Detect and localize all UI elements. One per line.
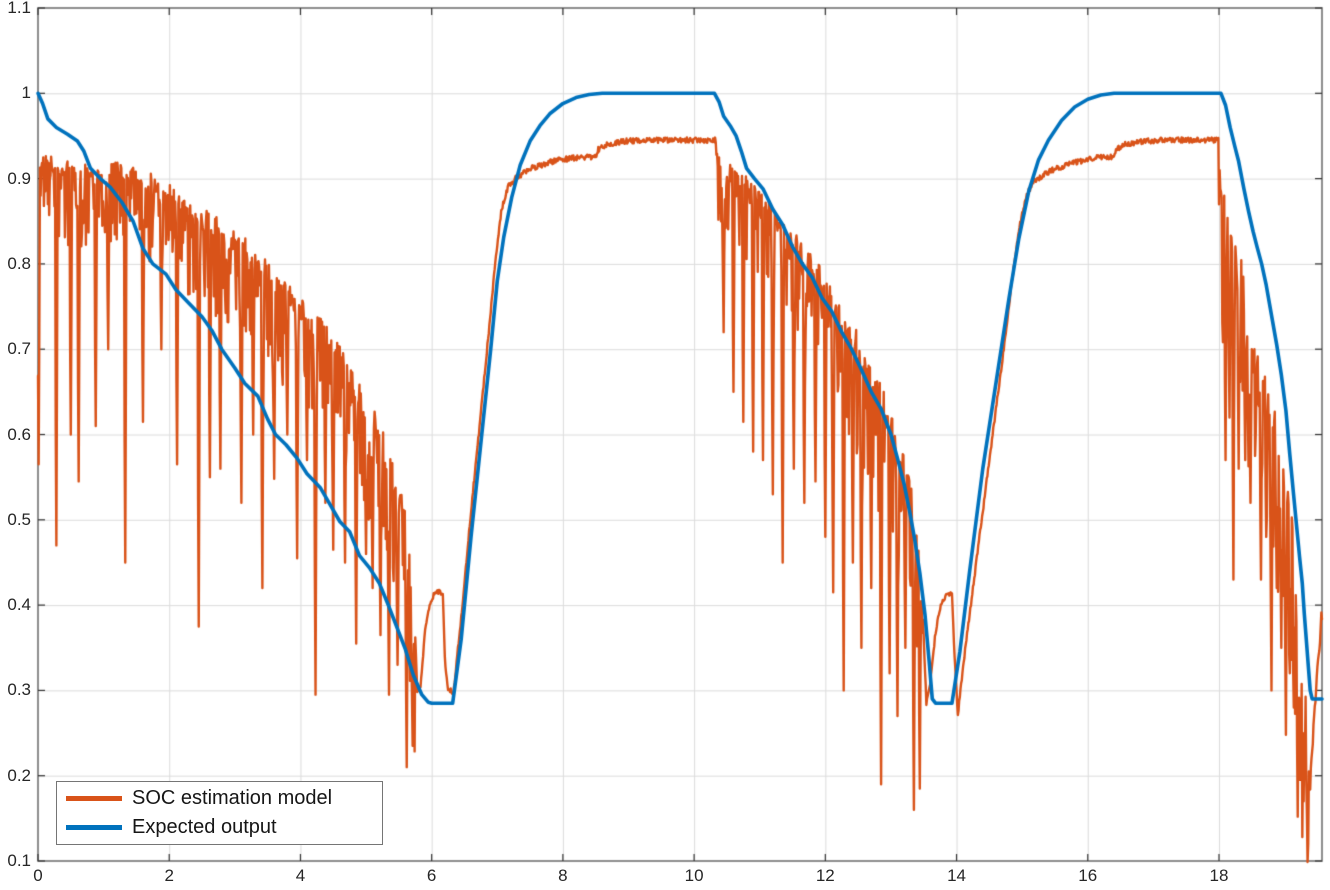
x-tick-label: 6 <box>426 866 437 885</box>
x-tick-label: 14 <box>947 866 966 885</box>
y-tick-label: 0.7 <box>7 339 31 359</box>
legend-label-soc-estimation-model: SOC estimation model <box>132 787 333 810</box>
x-tick-label: 2 <box>164 866 174 885</box>
y-tick-label: 0.9 <box>7 168 31 188</box>
y-tick-label: 0.1 <box>7 851 31 870</box>
legend-line-swatch-blue <box>66 824 122 830</box>
y-tick-label: 0.5 <box>7 509 31 529</box>
y-tick-label: 1.1 <box>7 0 31 17</box>
legend-item-expected-output: Expected output <box>57 813 382 841</box>
x-tick-label: 10 <box>684 866 704 885</box>
y-tick-label: 0.2 <box>7 765 31 785</box>
x-tick-label: 18 <box>1209 866 1229 885</box>
y-tick-label: 0.8 <box>7 253 31 273</box>
y-tick-label: 0.3 <box>7 680 31 700</box>
legend-line-swatch-orange <box>66 796 122 802</box>
y-tick-label: 0.4 <box>7 595 31 615</box>
x-tick-label: 16 <box>1078 866 1098 885</box>
legend-label-expected-output: Expected output <box>132 815 277 838</box>
x-tick-label: 8 <box>558 866 568 885</box>
x-tick-label: 4 <box>295 866 306 885</box>
legend: SOC estimation model Expected output <box>56 781 383 845</box>
legend-item-soc-estimation-model: SOC estimation model <box>57 785 382 813</box>
x-tick-label: 12 <box>815 866 835 885</box>
x-tick-label: 0 <box>33 866 43 885</box>
y-tick-label: 0.6 <box>7 424 31 444</box>
y-tick-label: 1 <box>21 83 31 103</box>
